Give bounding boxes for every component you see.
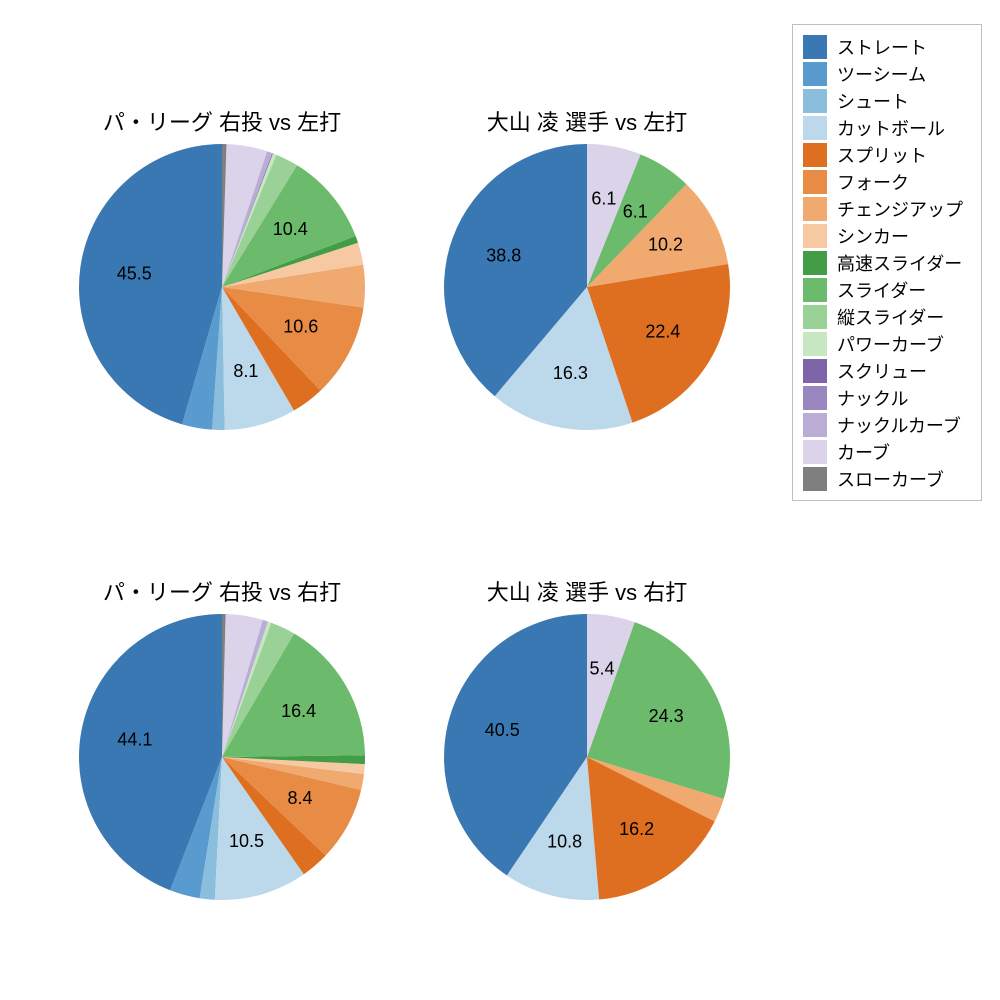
legend-item-ナックル: ナックル xyxy=(803,384,971,411)
legend: ストレートツーシームシュートカットボールスプリットフォークチェンジアップシンカー… xyxy=(792,24,982,501)
legend-swatch-シンカー xyxy=(803,224,827,248)
legend-label-シンカー: シンカー xyxy=(837,223,909,249)
slice-label-bottom-right-スプリット: 16.2 xyxy=(619,819,654,839)
legend-swatch-スローカーブ xyxy=(803,467,827,491)
legend-item-パワーカーブ: パワーカーブ xyxy=(803,330,971,357)
legend-label-フォーク: フォーク xyxy=(837,169,909,195)
slice-label-top-right-チェンジアップ: 10.2 xyxy=(648,235,683,255)
legend-swatch-ナックルカーブ xyxy=(803,413,827,437)
slice-label-bottom-right-カットボール: 10.8 xyxy=(547,832,582,852)
legend-label-高速スライダー: 高速スライダー xyxy=(837,250,962,276)
legend-label-スライダー: スライダー xyxy=(837,277,926,303)
legend-swatch-高速スライダー xyxy=(803,251,827,275)
slice-label-top-left-カットボール: 8.1 xyxy=(233,361,258,381)
legend-swatch-シュート xyxy=(803,89,827,113)
legend-item-ストレート: ストレート xyxy=(803,33,971,60)
legend-swatch-フォーク xyxy=(803,170,827,194)
legend-item-シュート: シュート xyxy=(803,87,971,114)
legend-item-スローカーブ: スローカーブ xyxy=(803,465,971,492)
legend-item-シンカー: シンカー xyxy=(803,222,971,249)
slice-label-bottom-left-カットボール: 10.5 xyxy=(229,831,264,851)
legend-label-パワーカーブ: パワーカーブ xyxy=(837,331,944,357)
legend-label-チェンジアップ: チェンジアップ xyxy=(837,196,963,222)
slice-label-bottom-right-カーブ: 5.4 xyxy=(589,658,614,678)
legend-item-スプリット: スプリット xyxy=(803,141,971,168)
chart-title-top-right: 大山 凌 選手 vs 左打 xyxy=(487,105,687,137)
chart-title-bottom-right: 大山 凌 選手 vs 右打 xyxy=(487,575,687,607)
legend-swatch-ツーシーム xyxy=(803,62,827,86)
pie-bottom-right: 40.5 10.8 16.2 24.3 5.4 xyxy=(434,604,740,910)
chart-title-top-left: パ・リーグ 右投 vs 左打 xyxy=(103,105,341,137)
legend-label-縦スライダー: 縦スライダー xyxy=(837,304,944,330)
chart-stage: パ・リーグ 右投 vs 左打 45.5 8.1 10.6 10.4 大山 凌 選手 vs … xyxy=(0,0,1000,1000)
legend-swatch-スライダー xyxy=(803,278,827,302)
legend-swatch-パワーカーブ xyxy=(803,332,827,356)
legend-swatch-縦スライダー xyxy=(803,305,827,329)
legend-label-カーブ: カーブ xyxy=(837,439,890,465)
pie-bottom-left: 44.1 10.5 8.4 16.4 xyxy=(69,604,375,910)
pie-top-left: 45.5 8.1 10.6 10.4 xyxy=(69,134,375,440)
slice-label-bottom-left-ストレート: 44.1 xyxy=(117,729,152,749)
legend-swatch-カットボール xyxy=(803,116,827,140)
slice-label-top-right-スライダー: 6.1 xyxy=(623,201,648,221)
slice-label-bottom-left-スライダー: 16.4 xyxy=(281,701,316,721)
slice-label-top-right-スプリット: 22.4 xyxy=(645,322,680,342)
legend-label-スプリット: スプリット xyxy=(837,142,927,168)
slice-label-bottom-right-スライダー: 24.3 xyxy=(649,706,684,726)
slice-label-bottom-left-フォーク: 8.4 xyxy=(287,788,312,808)
legend-item-フォーク: フォーク xyxy=(803,168,971,195)
slice-label-top-right-カーブ: 6.1 xyxy=(591,189,616,209)
slice-label-top-right-ストレート: 38.8 xyxy=(486,245,521,265)
legend-label-スローカーブ: スローカーブ xyxy=(837,466,944,492)
legend-swatch-カーブ xyxy=(803,440,827,464)
legend-label-ナックル: ナックル xyxy=(837,385,908,411)
legend-label-シュート: シュート xyxy=(837,88,909,114)
legend-label-スクリュー: スクリュー xyxy=(837,358,927,384)
legend-swatch-スクリュー xyxy=(803,359,827,383)
legend-item-ナックルカーブ: ナックルカーブ xyxy=(803,411,971,438)
legend-item-縦スライダー: 縦スライダー xyxy=(803,303,971,330)
slice-label-bottom-right-ストレート: 40.5 xyxy=(485,720,520,740)
legend-label-ストレート: ストレート xyxy=(837,34,927,60)
legend-label-ナックルカーブ: ナックルカーブ xyxy=(837,412,961,438)
legend-item-チェンジアップ: チェンジアップ xyxy=(803,195,971,222)
legend-item-高速スライダー: 高速スライダー xyxy=(803,249,971,276)
legend-swatch-チェンジアップ xyxy=(803,197,827,221)
pie-top-right: 38.816.322.410.26.16.1 xyxy=(434,134,740,440)
slice-label-top-left-スライダー: 10.4 xyxy=(273,219,308,239)
slice-label-top-left-フォーク: 10.6 xyxy=(283,316,318,336)
chart-title-bottom-left: パ・リーグ 右投 vs 右打 xyxy=(103,575,341,607)
legend-swatch-ストレート xyxy=(803,35,827,59)
legend-item-カットボール: カットボール xyxy=(803,114,971,141)
legend-item-スライダー: スライダー xyxy=(803,276,971,303)
legend-item-ツーシーム: ツーシーム xyxy=(803,60,971,87)
legend-swatch-ナックル xyxy=(803,386,827,410)
legend-label-カットボール: カットボール xyxy=(837,115,945,141)
legend-item-カーブ: カーブ xyxy=(803,438,971,465)
slice-label-top-left-ストレート: 45.5 xyxy=(117,263,152,283)
legend-label-ツーシーム: ツーシーム xyxy=(837,61,926,87)
slice-label-top-right-カットボール: 16.3 xyxy=(553,363,588,383)
legend-swatch-スプリット xyxy=(803,143,827,167)
legend-item-スクリュー: スクリュー xyxy=(803,357,971,384)
